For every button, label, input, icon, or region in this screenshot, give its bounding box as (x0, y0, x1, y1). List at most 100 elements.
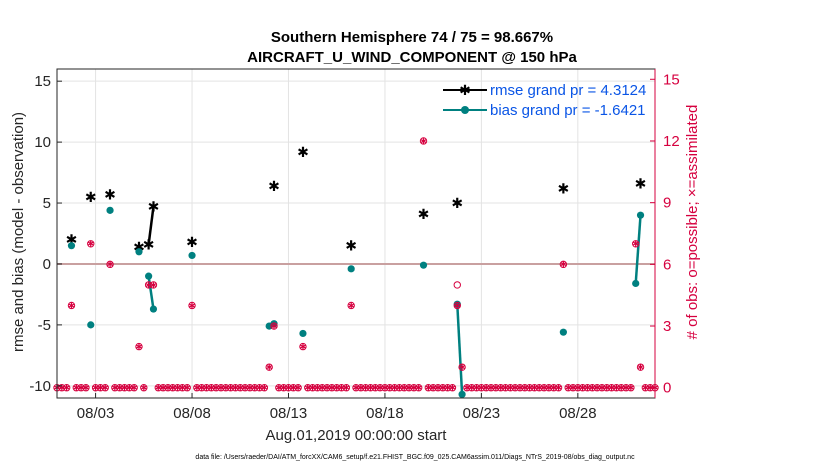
obs-zero-possible (603, 384, 611, 392)
obs-zero-assimilated: ✱ (386, 384, 393, 393)
obs-zero-assimilated: ✱ (251, 384, 258, 393)
obs-zero-assimilated: ✱ (329, 384, 336, 393)
obs-zero-possible (439, 384, 447, 392)
obs-zero-assimilated: ✱ (121, 384, 128, 393)
obs-possible-point (453, 301, 461, 310)
obs-zero-assimilated: ✱ (112, 384, 119, 393)
rmse-point: ✱ (186, 234, 198, 250)
obs-zero-possible (241, 384, 249, 392)
obs-zero-possible (111, 384, 119, 392)
x-tick-label: 08/18 (366, 405, 404, 422)
obs-zero-possible (477, 384, 486, 392)
rmse-point: ✱ (558, 180, 570, 196)
obs-zero-assimilated: ✱ (565, 384, 572, 393)
obs-zero-possible (366, 384, 375, 392)
obs-zero-possible (275, 384, 283, 392)
obs-zero-assimilated: ✱ (116, 384, 123, 393)
obs-zero-possible (125, 384, 134, 392)
rmse-point: ✱ (297, 144, 309, 160)
obs-possible-point (144, 281, 153, 289)
obs-zero-assimilated: ✱ (184, 384, 191, 393)
obs-zero-assimilated: ✱ (73, 384, 80, 393)
y-tick-label: 0 (43, 256, 51, 273)
obs-zero-possible (424, 384, 433, 392)
rmse-point: ✱ (418, 206, 430, 222)
obs-zero-possible (564, 384, 572, 392)
y-right-tick-label: 9 (663, 195, 671, 212)
obs-zero-assimilated: ✱ (594, 384, 601, 393)
obs-possible-point (559, 260, 568, 269)
y-right-tick-label: 6 (663, 256, 671, 273)
obs-zero-possible (414, 384, 423, 392)
obs-zero-assimilated: ✱ (92, 384, 99, 393)
obs-zero-assimilated: ✱ (425, 384, 432, 393)
obs-zero-possible (588, 384, 597, 392)
obs-zero-assimilated: ✱ (169, 384, 176, 393)
obs-zero-possible (333, 384, 341, 392)
rmse-segment (147, 206, 155, 245)
obs-zero-assimilated: ✱ (63, 384, 70, 393)
obs-zero-possible (540, 384, 548, 392)
obs-zero-assimilated: ✱ (546, 384, 553, 393)
x-tick-label: 08/23 (463, 405, 501, 422)
bias-point (419, 261, 428, 269)
x-axis-label: Aug.01,2019 00:00:00 start (266, 427, 448, 444)
obs-zero-assimilated: ✱ (526, 384, 533, 393)
obs-zero-possible (550, 384, 558, 392)
obs-zero-assimilated: ✱ (589, 384, 596, 393)
obs-zero-possible (279, 384, 288, 392)
obs-zero-possible (236, 384, 244, 392)
obs-zero-possible (593, 384, 601, 392)
y-right-tick-label: 0 (663, 380, 671, 397)
obs-zero-possible (511, 384, 519, 392)
obs-assimilated-point: ✱ (189, 301, 196, 310)
obs-zero-assimilated: ✱ (102, 384, 109, 393)
series-lines (147, 206, 642, 395)
obs-zero-possible (405, 384, 413, 392)
obs-zero-possible (468, 384, 476, 392)
obs-zero-assimilated: ✱ (536, 384, 543, 393)
obs-zero-assimilated: ✱ (449, 384, 456, 393)
obs-zero-assimilated: ✱ (203, 384, 210, 393)
x-tick-label: 08/03 (77, 405, 115, 422)
obs-zero-assimilated: ✱ (83, 384, 90, 393)
bias-point (87, 321, 95, 329)
obs-zero-possible (357, 384, 365, 392)
obs-zero-possible (217, 384, 225, 392)
x-tick-label: 08/28 (559, 405, 597, 422)
obs-zero-assimilated: ✱ (367, 384, 374, 393)
bias-point (458, 390, 466, 398)
obs-zero-possible (376, 384, 384, 392)
obs-zero-assimilated: ✱ (599, 384, 606, 393)
obs-assimilated-point: ✱ (136, 342, 143, 351)
y-axis-label: rmse and bias (model - observation) (10, 112, 27, 352)
obs-zero-assimilated: ✱ (372, 384, 379, 393)
obs-zero-possible (197, 384, 206, 392)
obs-zero-assimilated: ✱ (473, 384, 480, 393)
obs-zero-possible (159, 384, 167, 392)
obs-zero-possible (62, 384, 71, 392)
y-axis-right-label: # of obs: o=possible; ×=assimilated (684, 105, 701, 340)
obs-zero-assimilated: ✱ (362, 384, 369, 393)
obs-zero-possible (352, 384, 360, 392)
obs-zero-assimilated: ✱ (623, 384, 630, 393)
rmse-point: ✱ (85, 189, 97, 205)
obs-possible-point (347, 301, 355, 310)
obs-zero-possible (207, 384, 216, 392)
bias-point (632, 279, 640, 288)
obs-zero-assimilated: ✱ (194, 384, 201, 393)
obs-zero-assimilated: ✱ (613, 384, 620, 393)
obs-zero-possible (410, 384, 418, 392)
obs-zero-possible (222, 384, 230, 392)
obs-zero-assimilated: ✱ (290, 384, 297, 393)
obs-zero-possible (525, 384, 534, 392)
bias-point (135, 248, 143, 256)
obs-zero-assimilated: ✱ (435, 384, 442, 393)
y-right-tick-label: 15 (663, 71, 680, 88)
obs-zero-possible (246, 384, 254, 392)
obs-zero-assimilated: ✱ (174, 384, 181, 393)
chart-title: Southern Hemisphere 74 / 75 = 98.667% (271, 29, 553, 46)
obs-zero-assimilated: ✱ (483, 384, 490, 393)
obs-zero-assimilated: ✱ (377, 384, 384, 393)
obs-zero-assimilated: ✱ (140, 384, 147, 393)
